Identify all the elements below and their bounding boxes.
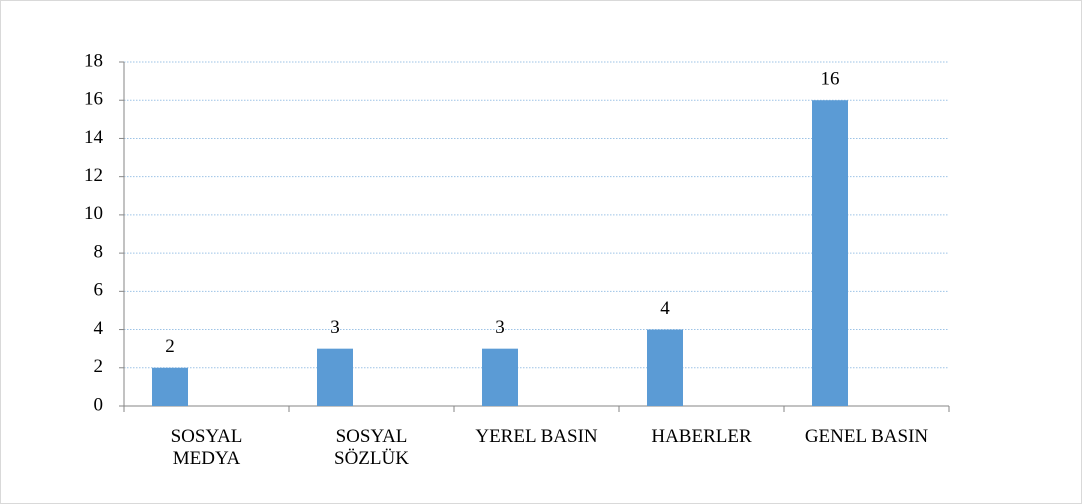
y-tick-label: 0: [94, 394, 104, 415]
y-tick-label: 18: [84, 50, 103, 71]
bar: [152, 367, 188, 406]
value-label: 3: [330, 317, 340, 338]
y-tick-label: 6: [94, 280, 104, 301]
y-tick-label: 4: [94, 318, 104, 339]
bar: [647, 329, 683, 406]
y-tick-label: 10: [84, 203, 103, 224]
y-tick-label: 12: [84, 165, 103, 186]
x-tick-label: SOSYAL MEDYA: [170, 426, 243, 469]
x-tick-label: GENEL BASIN: [804, 426, 929, 447]
value-label: 2: [165, 336, 175, 357]
value-label: 16: [821, 69, 840, 90]
y-tick-label: 14: [84, 127, 104, 148]
x-tick-label: HABERLER: [651, 426, 752, 447]
value-label: 4: [660, 298, 670, 319]
bar: [482, 348, 518, 406]
bar: [812, 100, 848, 406]
bar: [317, 348, 353, 406]
x-tick-label: YEREL BASIN: [475, 426, 598, 447]
value-label: 3: [495, 317, 505, 338]
y-tick-label: 8: [94, 241, 104, 262]
y-tick-label: 2: [94, 356, 104, 377]
y-tick-label: 16: [84, 89, 103, 110]
x-tick-label: SOSYAL SÖZLÜK: [334, 426, 409, 469]
